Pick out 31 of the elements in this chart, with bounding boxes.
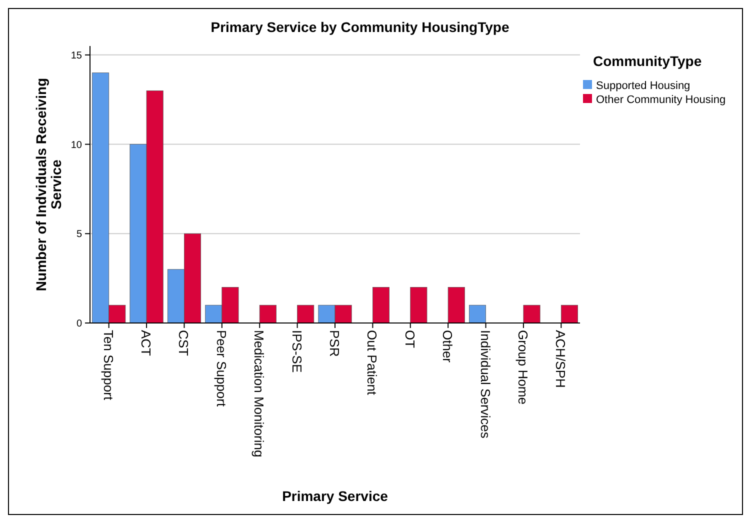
x-tick-label: CST	[176, 330, 192, 356]
legend-label: Supported Housing	[596, 80, 690, 92]
bar	[468, 304, 486, 324]
x-tick-label: ACH/SPH	[553, 330, 568, 388]
x-tick-label: IPS-SE	[289, 330, 304, 373]
y-tick-label: 5	[76, 229, 82, 240]
x-tick-label: Other	[440, 330, 456, 364]
x-tick-label: Medication Monitoring	[252, 330, 267, 458]
bar	[259, 304, 276, 324]
y-axis-title: Number of Indviduals Receiving Service	[33, 78, 64, 292]
chart-title: Primary Service by Community HousingType	[210, 19, 510, 35]
legend-title: CommunityType	[593, 53, 702, 69]
bar	[560, 304, 578, 324]
bar	[372, 287, 390, 324]
x-tick-label: Individual Services	[478, 330, 493, 439]
y-tick-label: 15	[70, 50, 82, 62]
x-tick-label: Group Home	[515, 330, 530, 404]
x-tick-label: OT	[402, 330, 418, 348]
bar	[448, 287, 465, 324]
x-tick-label: PSR	[327, 330, 342, 357]
y-tick-label: 10	[70, 140, 82, 151]
x-tick-label: ACT	[138, 330, 154, 356]
bar	[410, 287, 428, 324]
x-tick-label: Ten Support	[100, 330, 116, 400]
x-tick-label: Peer Support	[214, 330, 229, 407]
y-tick-label: 0	[76, 318, 82, 330]
x-axis-title: Primary Service	[282, 488, 388, 504]
bar	[523, 304, 540, 324]
x-tick-label: Out Patient	[364, 330, 380, 396]
bar	[297, 304, 314, 324]
legend-label: Other Community Housing	[596, 94, 726, 106]
